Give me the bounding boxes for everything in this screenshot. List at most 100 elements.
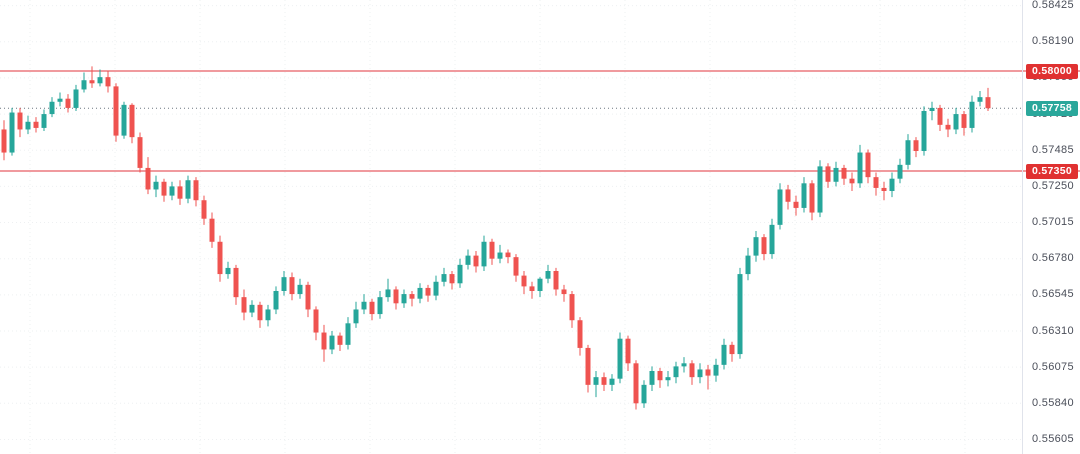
candle-down xyxy=(913,137,919,158)
candle-down xyxy=(209,212,215,248)
candle-down xyxy=(33,117,39,133)
candle-down xyxy=(217,235,223,282)
candle-up xyxy=(385,278,391,302)
candle-down xyxy=(241,289,247,321)
candle-down xyxy=(233,264,239,305)
candle-up xyxy=(721,338,727,370)
candle-up xyxy=(817,160,823,218)
last-price-badge: 0.57758 xyxy=(1026,100,1078,116)
y-axis-tick-label: 0.56545 xyxy=(1032,288,1074,301)
candle-up xyxy=(9,107,15,156)
candle-up xyxy=(273,286,279,315)
candle-down xyxy=(425,284,431,302)
candle-down xyxy=(849,172,855,191)
candle-up xyxy=(81,72,87,93)
candle-up xyxy=(745,247,751,281)
candle-down xyxy=(17,107,23,138)
candle-up xyxy=(353,301,359,328)
candle-up xyxy=(593,371,599,398)
candle-up xyxy=(641,380,647,408)
candle-down xyxy=(873,172,879,196)
candle-up xyxy=(121,101,127,139)
candle-up xyxy=(929,101,935,121)
candle-up xyxy=(297,278,303,299)
candle-up xyxy=(649,366,655,391)
candle-down xyxy=(89,66,95,88)
candle-down xyxy=(601,372,607,391)
candle-down xyxy=(369,298,375,321)
candle-up xyxy=(921,106,927,156)
candle-down xyxy=(761,234,767,261)
y-axis-tick-label: 0.57015 xyxy=(1032,216,1074,229)
candle-down xyxy=(473,251,479,273)
candle-up xyxy=(537,277,543,298)
candle-down xyxy=(505,249,511,264)
y-axis-tick-label: 0.56075 xyxy=(1032,360,1074,373)
candle-up xyxy=(417,283,423,304)
candle-up xyxy=(49,97,55,118)
candle-up xyxy=(713,358,719,382)
candle-down xyxy=(513,254,519,282)
y-axis-tick-label: 0.57485 xyxy=(1032,143,1074,156)
candle-up xyxy=(41,109,47,131)
candle-down xyxy=(785,184,791,210)
candle-down xyxy=(129,103,135,144)
candle-down xyxy=(289,272,295,301)
candle-down xyxy=(393,286,399,310)
candle-down xyxy=(729,341,735,362)
candle-up xyxy=(361,294,367,315)
candle-up xyxy=(433,275,439,301)
candle-down xyxy=(961,111,967,136)
candle-down xyxy=(449,271,455,290)
candle-up xyxy=(681,357,687,373)
candle-down xyxy=(553,267,559,296)
resistance-price-badge: 0.58000 xyxy=(1026,63,1078,79)
candle-down xyxy=(793,195,799,216)
candle-down xyxy=(937,104,943,131)
candle-up xyxy=(401,289,407,308)
candle-up xyxy=(673,361,679,384)
candle-up xyxy=(457,258,463,288)
candle-down xyxy=(825,163,831,188)
candle-up xyxy=(609,374,615,391)
candle-down xyxy=(585,344,591,393)
candle-down xyxy=(137,132,143,173)
candle-up xyxy=(545,264,551,284)
candle-down xyxy=(409,291,415,307)
candle-up xyxy=(801,177,807,213)
price-axis[interactable]: 0.55605 0.55840 0.56075 0.56310 0.56545 0.567… xyxy=(1022,0,1080,454)
candle-down xyxy=(705,364,711,390)
candle-up xyxy=(889,172,895,198)
candle-down xyxy=(193,177,199,207)
candle-down xyxy=(529,281,535,299)
candle-up xyxy=(345,317,351,350)
candle-up xyxy=(697,363,703,384)
candle-up xyxy=(225,261,231,279)
candle-up xyxy=(769,218,775,259)
y-axis-tick-label: 0.57250 xyxy=(1032,179,1074,192)
candle-down xyxy=(633,360,639,410)
y-axis-tick-label: 0.58425 xyxy=(1032,0,1074,12)
support-price-badge: 0.57350 xyxy=(1026,163,1078,179)
candle-up xyxy=(481,235,487,271)
candle-down xyxy=(945,118,951,138)
y-axis-tick-label: 0.55840 xyxy=(1032,396,1074,409)
candle-down xyxy=(521,271,527,295)
candle-up xyxy=(465,249,471,270)
candle-up xyxy=(617,332,623,384)
candle-down xyxy=(865,149,871,184)
candle-up xyxy=(185,175,191,204)
candle-up xyxy=(329,331,335,355)
candle-down xyxy=(625,335,631,371)
candle-up xyxy=(153,175,159,198)
candle-down xyxy=(569,291,575,328)
candle-up xyxy=(377,291,383,319)
candle-down xyxy=(561,284,567,302)
candle-up xyxy=(25,115,31,135)
candle-down xyxy=(657,367,663,388)
candle-up xyxy=(57,92,63,107)
y-axis-tick-label: 0.55605 xyxy=(1032,432,1074,445)
candle-down xyxy=(881,181,887,201)
